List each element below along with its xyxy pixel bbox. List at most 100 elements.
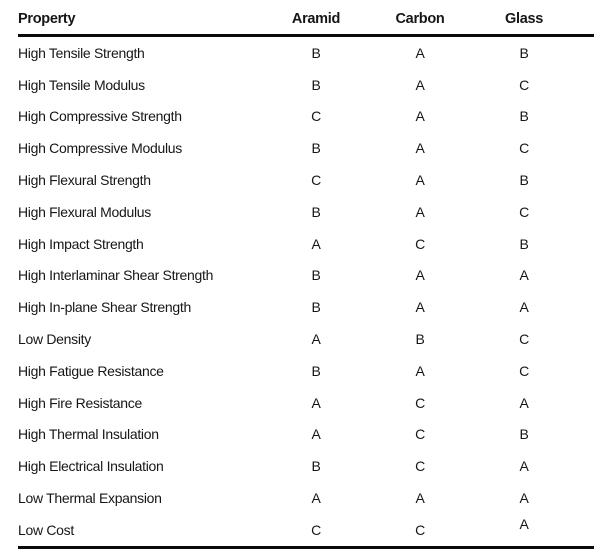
spacer-cell bbox=[576, 196, 594, 228]
grade-cell: A bbox=[415, 267, 425, 284]
spacer-cell bbox=[576, 482, 594, 514]
spacer-cell bbox=[576, 164, 594, 196]
property-cell: High Tensile Modulus bbox=[18, 76, 145, 93]
fiber-comparison-table: Property Aramid Carbon Glass High Tensil… bbox=[18, 4, 594, 549]
grade-cell: C bbox=[415, 235, 425, 252]
grade-cell: A bbox=[311, 331, 321, 348]
grade-cell: B bbox=[311, 203, 321, 220]
grade-cell: B bbox=[519, 426, 529, 443]
grade-cell: C bbox=[519, 76, 529, 93]
grade-cell: B bbox=[311, 299, 321, 316]
column-header-glass: Glass bbox=[472, 4, 576, 37]
grade-cell: A bbox=[311, 394, 321, 411]
property-cell: Low Density bbox=[18, 331, 91, 348]
grade-cell: B bbox=[311, 267, 321, 284]
grade-cell: C bbox=[415, 521, 425, 538]
grade-cell: B bbox=[519, 108, 529, 125]
spacer-cell bbox=[576, 323, 594, 355]
table-row: Low Density A B C bbox=[18, 323, 594, 355]
property-cell: High Thermal Insulation bbox=[18, 426, 159, 443]
property-cell: High Fire Resistance bbox=[18, 394, 142, 411]
property-cell: High Tensile Strength bbox=[18, 44, 145, 61]
property-cell: High Compressive Modulus bbox=[18, 140, 182, 157]
grade-cell: B bbox=[311, 362, 321, 379]
grade-cell: A bbox=[415, 172, 425, 189]
column-header-property: Property bbox=[18, 4, 264, 37]
grade-cell: A bbox=[519, 299, 529, 316]
grade-cell: B bbox=[311, 458, 321, 475]
table-row: High Interlaminar Shear Strength B A A bbox=[18, 260, 594, 292]
grade-cell: B bbox=[311, 44, 321, 61]
grade-cell: A bbox=[415, 76, 425, 93]
grade-cell: B bbox=[311, 76, 321, 93]
grade-cell: A bbox=[415, 108, 425, 125]
grade-cell: C bbox=[415, 394, 425, 411]
spacer-cell bbox=[576, 260, 594, 292]
property-cell: Low Cost bbox=[18, 521, 74, 538]
spacer-cell bbox=[576, 132, 594, 164]
grade-cell: C bbox=[311, 521, 321, 538]
header-spacer-cell bbox=[576, 4, 594, 37]
table-row: Low Thermal Expansion A A A bbox=[18, 482, 594, 514]
grade-cell: A bbox=[519, 515, 529, 532]
grade-cell: B bbox=[519, 172, 529, 189]
grade-cell: A bbox=[415, 44, 425, 61]
property-cell: High Flexural Strength bbox=[18, 172, 151, 189]
table-row: High Flexural Modulus B A C bbox=[18, 196, 594, 228]
spacer-cell bbox=[576, 514, 594, 547]
grade-cell: A bbox=[519, 394, 529, 411]
table-row: High Thermal Insulation A C B bbox=[18, 419, 594, 451]
grade-cell: C bbox=[519, 140, 529, 157]
spacer-cell bbox=[576, 419, 594, 451]
grade-cell: A bbox=[415, 490, 425, 507]
grade-cell: A bbox=[311, 235, 321, 252]
table-body: High Tensile Strength B A B High Tensile… bbox=[18, 36, 594, 548]
grade-cell: C bbox=[519, 203, 529, 220]
table-row: High Flexural Strength C A B bbox=[18, 164, 594, 196]
grade-cell: A bbox=[415, 362, 425, 379]
property-cell: High In-plane Shear Strength bbox=[18, 299, 191, 316]
grade-cell: C bbox=[519, 331, 529, 348]
grade-cell: C bbox=[311, 108, 321, 125]
property-cell: High Interlaminar Shear Strength bbox=[18, 267, 214, 284]
grade-cell: A bbox=[519, 458, 529, 475]
grade-cell: B bbox=[415, 331, 425, 348]
grade-cell: C bbox=[415, 426, 425, 443]
spacer-cell bbox=[576, 228, 594, 260]
table-row: High Tensile Strength B A B bbox=[18, 36, 594, 69]
table-row: High Fatigue Resistance B A C bbox=[18, 355, 594, 387]
grade-cell: A bbox=[519, 490, 529, 507]
table-row: High Impact Strength A C B bbox=[18, 228, 594, 260]
column-header-aramid: Aramid bbox=[264, 4, 368, 37]
grade-cell: C bbox=[519, 362, 529, 379]
grade-cell: A bbox=[519, 267, 529, 284]
column-header-carbon: Carbon bbox=[368, 4, 472, 37]
table-row: Low Cost C C A bbox=[18, 514, 594, 547]
grade-cell: A bbox=[311, 490, 321, 507]
grade-cell: C bbox=[415, 458, 425, 475]
spacer-cell bbox=[576, 387, 594, 419]
table-row: High Compressive Strength C A B bbox=[18, 101, 594, 133]
table-row: High In-plane Shear Strength B A A bbox=[18, 291, 594, 323]
grade-cell: C bbox=[311, 172, 321, 189]
table-row: High Electrical Insulation B C A bbox=[18, 450, 594, 482]
grade-cell: B bbox=[311, 140, 321, 157]
header-row: Property Aramid Carbon Glass bbox=[18, 4, 594, 37]
table-row: High Tensile Modulus B A C bbox=[18, 69, 594, 101]
grade-cell: B bbox=[519, 44, 529, 61]
table-row: High Compressive Modulus B A C bbox=[18, 132, 594, 164]
grade-cell: B bbox=[519, 235, 529, 252]
table-row: High Fire Resistance A C A bbox=[18, 387, 594, 419]
spacer-cell bbox=[576, 69, 594, 101]
spacer-cell bbox=[576, 101, 594, 133]
spacer-cell bbox=[576, 450, 594, 482]
grade-cell: A bbox=[415, 140, 425, 157]
table-header: Property Aramid Carbon Glass bbox=[18, 4, 594, 37]
spacer-cell bbox=[576, 36, 594, 69]
property-cell: High Electrical Insulation bbox=[18, 458, 164, 475]
property-cell: High Compressive Strength bbox=[18, 108, 182, 125]
grade-cell: A bbox=[415, 203, 425, 220]
property-cell: High Impact Strength bbox=[18, 235, 144, 252]
grade-cell: A bbox=[311, 426, 321, 443]
